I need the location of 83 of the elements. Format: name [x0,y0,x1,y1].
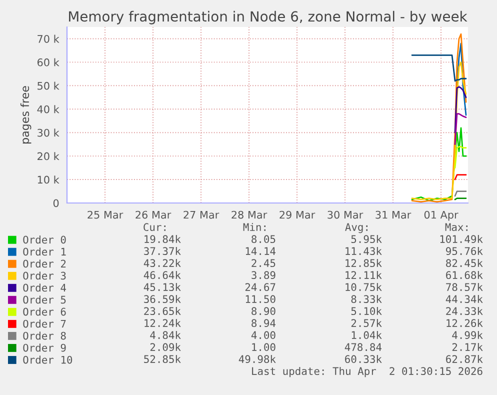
legend-label: Order 8 [23,332,66,340]
text: 82.45k [446,258,483,268]
text: 8.90 [252,307,276,316]
line-series [454,113,467,146]
x-tick-label: 29 Mar [280,210,316,219]
text: 45.13k [144,282,181,292]
x-tick-label: 26 Mar [136,210,172,219]
line-series [454,86,467,134]
text: 12.11k [346,270,382,279]
text: 2.45 [252,259,276,268]
text: 19.84k [144,234,181,244]
text: 62.87k [446,354,483,364]
text: 78.57k [446,282,483,292]
text: 12.24k [144,318,181,327]
text: Cur: [144,223,166,232]
text: 24.33k [446,306,483,316]
legend-label: Order 9 [23,344,66,352]
x-tick-label: 27 Mar [184,210,220,219]
text: 478.84 [344,343,382,352]
text: 36.59k [144,294,181,304]
y-tick-label: 20 k [38,152,60,160]
text: 37.37k [144,246,181,256]
legend-label: Order 1 [23,248,66,256]
text: 10.75k [346,282,382,292]
text: 8.05 [252,235,276,244]
legend-label: Order 5 [23,296,66,304]
chart-title: Memory fragmentation in Node 6, zone Normal - by week [69,10,468,24]
text: Min: [243,222,266,231]
text: 44.34k [446,294,483,304]
text: 2.17k [452,342,483,351]
text: Max: [445,223,468,232]
text: 61.68k [446,270,483,280]
line-series [411,54,467,82]
text: 43.22k [144,258,181,268]
legend-label: Order 3 [23,272,66,280]
text: 2.57k [351,318,382,328]
x-tick-label: 30 Mar [328,210,364,219]
text: 24.67 [245,283,276,292]
y-tick-label: 30 k [38,128,60,137]
y-tick-label: 70 k [38,34,60,43]
x-tick-label: 28 Mar [232,210,268,219]
text: 52.85k [144,354,181,364]
text: 11.43k [346,246,382,256]
text: 4.99k [452,330,483,340]
text: 5.95k [351,234,382,244]
text: 60.33k [345,354,382,364]
y-axis-title: pages free [20,86,32,144]
legend-label: Order 6 [23,308,66,316]
text: 12.85k [346,258,382,268]
text: 101.49k [440,234,483,244]
text: 4.00 [251,331,276,340]
legend-label: Order 2 [23,260,66,268]
x-tick-label: 31 Mar [376,210,412,219]
legend-label: Order 4 [23,284,66,292]
text: 3.89 [252,271,276,280]
text: 14.14 [246,247,276,255]
y-tick-label: 10 k [38,176,60,184]
text: 1.00 [252,343,276,352]
y-tick-label: 50 k [38,82,60,90]
text: Avg: [345,223,368,234]
text: 11.50 [246,295,276,304]
text: 12.26k [446,318,483,328]
legend-label: Order 0 [23,236,66,244]
text: 8.33k [351,294,382,304]
y-tick-label: 40 k [37,105,60,114]
legend-label: Order 7 [23,320,66,328]
text: 46.64k [144,270,181,280]
text: 1.04k [352,330,382,340]
text: Last update: Thu Apr 2 01:30:15 2026 [252,366,482,378]
x-tick-label: 01 Apr [424,210,458,221]
text: 95.76k [446,246,483,256]
text: 49.98k [238,354,276,364]
line-series [411,33,467,203]
x-tick-label: 25 Mar [88,210,124,219]
text: 2.09k [150,342,181,352]
legend-label: Order 10 [23,356,72,364]
text: 23.65k [144,306,181,316]
y-tick-label: 60 k [37,58,60,66]
line-series [411,62,467,200]
y-tick-label: 0 [53,199,59,208]
text: 4.84k [150,330,181,340]
text: 8.94 [252,319,276,328]
text: 5.10k [351,306,382,316]
